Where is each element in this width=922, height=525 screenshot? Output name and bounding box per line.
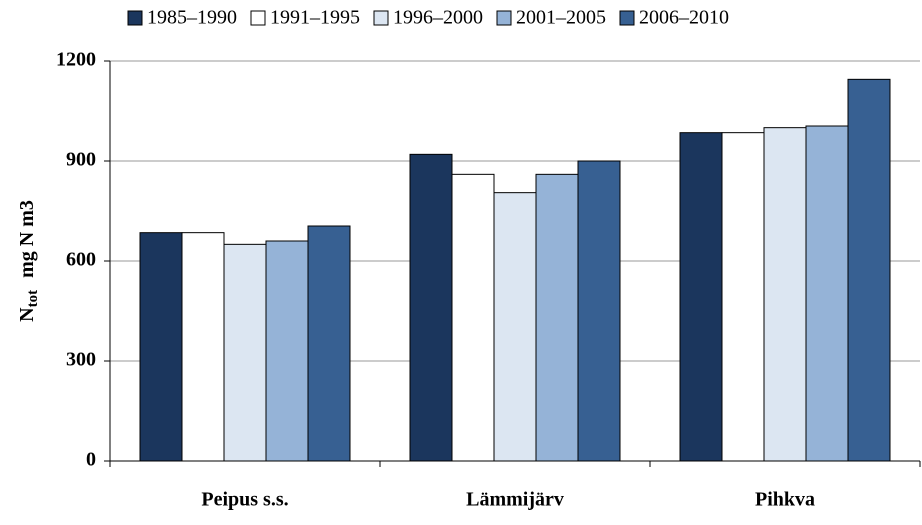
y-tick-label: 900	[66, 149, 96, 171]
legend-swatch	[619, 10, 635, 26]
bar	[679, 132, 723, 462]
bar	[181, 232, 225, 462]
legend-swatch	[127, 10, 143, 26]
legend-label: 2006–2010	[639, 7, 729, 29]
bar	[223, 243, 267, 462]
y-tick-label: 300	[66, 349, 96, 371]
bar	[847, 78, 891, 462]
bar	[409, 153, 453, 462]
legend-label: 1996–2000	[393, 7, 483, 29]
x-tick-label: Lämmijärv	[466, 489, 564, 511]
bar	[577, 160, 621, 462]
x-tick-label: Pihkva	[755, 489, 815, 511]
bar	[535, 173, 579, 462]
y-tick-label: 600	[66, 249, 96, 271]
y-tick-label: 0	[86, 449, 96, 471]
y-label-main: N	[16, 307, 38, 322]
y-axis-label: Ntot mg N m3	[16, 200, 42, 322]
x-tick-label: Peipus s.s.	[201, 489, 288, 511]
legend-label: 1985–1990	[147, 7, 237, 29]
bar	[805, 125, 849, 462]
legend-label: 2001–2005	[516, 7, 606, 29]
y-tick-label: 1200	[56, 49, 96, 71]
bar	[307, 225, 351, 462]
bar	[265, 240, 309, 462]
legend-swatch	[250, 10, 266, 26]
bar	[721, 132, 765, 462]
bar	[493, 192, 537, 462]
y-label-rest: mg N m3	[16, 200, 38, 278]
legend-label: 1991–1995	[270, 7, 360, 29]
bar	[451, 173, 495, 462]
bar	[763, 127, 807, 462]
bar	[139, 232, 183, 462]
legend-swatch	[496, 10, 512, 26]
y-label-sub: tot	[25, 290, 41, 308]
legend-swatch	[373, 10, 389, 26]
